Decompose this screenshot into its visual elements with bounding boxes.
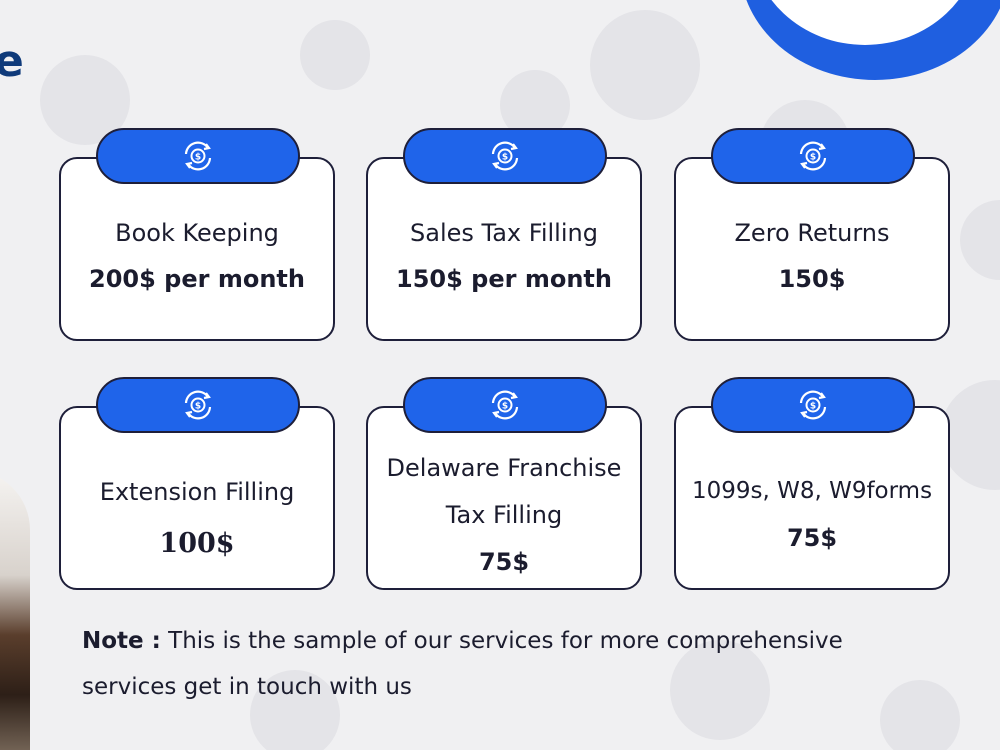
svg-text:$: $ [195,153,201,163]
service-price: 75$ [478,548,530,576]
note-text-line1: This is the sample of our services for m… [168,628,843,654]
dollar-cycle-icon: $ [491,141,519,171]
svg-text:$: $ [502,402,508,412]
service-tab: $ [96,128,300,184]
background-dot [880,680,960,750]
service-name: Extension Filling [99,478,295,506]
service-tab: $ [403,128,607,184]
service-price: 200$ per month [89,265,305,293]
background-dot [250,670,340,750]
service-tab: $ [96,377,300,433]
svg-text:$: $ [810,402,816,412]
service-name: Zero Returns [734,219,890,247]
background-dot [670,640,770,740]
service-card-book-keeping: Book Keeping 200$ per month [59,157,335,341]
service-name: 1099s, W8, W9forms [691,478,933,504]
service-price: 100$ [159,528,235,559]
service-name-line2: Tax Filling [445,501,563,529]
service-tab: $ [711,128,915,184]
service-name: Sales Tax Filling [410,219,598,247]
dollar-cycle-icon: $ [799,141,827,171]
service-tab: $ [711,377,915,433]
service-price: 150$ [778,265,846,293]
note-text-line2: services get in touch with us [82,674,412,700]
svg-text:$: $ [195,402,201,412]
service-name: Book Keeping [115,219,279,247]
service-card-delaware-franchise-tax-filling: Delaware Franchise Tax Filling 75$ [366,406,642,590]
background-dot [960,200,1000,280]
service-card-extension-filling: Extension Filling 100$ [59,406,335,590]
service-card-sales-tax-filling: Sales Tax Filling 150$ per month [366,157,642,341]
background-dot [300,20,370,90]
service-name-line1: Delaware Franchise [386,454,622,482]
background-dot [590,10,700,120]
service-card-zero-returns: Zero Returns 150$ [674,157,950,341]
svg-text:$: $ [502,153,508,163]
service-price: 150$ per month [396,265,612,293]
note-label: Note : [82,628,161,654]
page-heading-fragment: e [0,36,24,87]
service-price: 75$ [786,524,838,552]
dollar-cycle-icon: $ [491,390,519,420]
services-note: Note : This is the sample of our service… [82,618,942,710]
dollar-cycle-icon: $ [184,141,212,171]
dollar-cycle-icon: $ [799,390,827,420]
dollar-cycle-icon: $ [184,390,212,420]
svg-text:$: $ [810,153,816,163]
service-card-1099s-w8-w9forms: 1099s, W8, W9forms 75$ [674,406,950,590]
service-tab: $ [403,377,607,433]
office-photo-edge [0,470,30,750]
note-line-1: Note : This is the sample of our service… [82,618,942,664]
